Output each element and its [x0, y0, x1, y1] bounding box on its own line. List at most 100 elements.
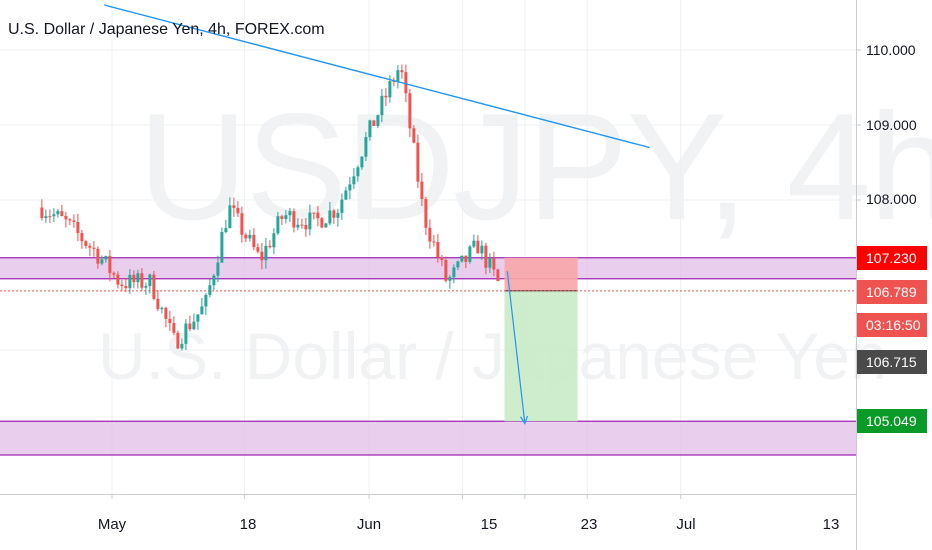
candle-body — [192, 321, 196, 330]
candle-body — [256, 247, 260, 252]
candle-body — [64, 215, 68, 220]
candle-body — [272, 233, 276, 248]
candle-body — [400, 70, 404, 73]
candle-body — [392, 81, 396, 83]
candle-body — [308, 212, 312, 230]
candle-body — [212, 275, 216, 286]
candle-body — [60, 211, 64, 216]
candle-body — [116, 274, 120, 285]
candle-body — [76, 221, 80, 234]
candle-body — [364, 137, 368, 157]
candle-body — [252, 234, 256, 248]
candle-body — [444, 259, 448, 281]
candle-body — [328, 210, 332, 224]
time-axis-label: 15 — [480, 516, 498, 533]
time-axis-label: Jun — [356, 516, 382, 533]
target-zone[interactable] — [0, 421, 856, 455]
candle-body — [52, 214, 56, 217]
candle-body — [80, 233, 84, 242]
candle-body — [396, 70, 400, 82]
candle-body — [164, 307, 168, 319]
candle-body — [172, 323, 176, 333]
candle-body — [136, 273, 140, 283]
projection-arrow[interactable] — [506, 271, 526, 424]
resistance-price-badge: 107.230 — [857, 246, 927, 270]
candle-body — [432, 241, 436, 243]
candle-body — [124, 286, 128, 289]
bar-countdown-badge: 03:16:50 — [857, 313, 927, 337]
candle-body — [152, 274, 156, 299]
candle-body — [44, 216, 48, 218]
candle-body — [108, 256, 112, 274]
candle-body — [204, 294, 208, 307]
price-axis-label: 109.000 — [866, 117, 917, 133]
candle-body — [304, 225, 308, 230]
candle-body — [464, 255, 468, 262]
time-axis-label: May — [97, 516, 127, 533]
candle-body — [224, 228, 228, 233]
candle-body — [104, 256, 108, 260]
candle-body — [356, 167, 360, 177]
price-axis-label: 108.000 — [866, 191, 917, 207]
candle-body — [380, 95, 384, 116]
candle-body — [132, 274, 136, 283]
candle-body — [68, 219, 72, 221]
candle-body — [196, 314, 200, 322]
candle-body — [372, 120, 376, 126]
candle-body — [352, 176, 356, 185]
candle-body — [388, 81, 392, 98]
candle-body — [412, 128, 416, 143]
candle-body — [248, 234, 252, 239]
candle-body — [416, 142, 420, 182]
candle-body — [368, 120, 372, 138]
resistance-zone[interactable] — [0, 257, 856, 279]
candle-body — [240, 213, 244, 235]
candle-body — [276, 216, 280, 234]
projection-arrow-head — [520, 415, 529, 425]
candle-body — [448, 277, 452, 281]
candle-body — [140, 273, 144, 288]
candle-body — [384, 95, 388, 98]
candle-body — [292, 211, 296, 228]
candle-body — [360, 156, 364, 168]
price-axis-label: 110.000 — [866, 42, 916, 58]
candle-body — [296, 224, 300, 228]
candle-body — [468, 246, 472, 262]
candle-body — [476, 240, 480, 254]
candle-body — [436, 241, 440, 258]
candle-body — [420, 181, 424, 200]
candle-body — [376, 115, 380, 126]
candle-body — [56, 211, 60, 215]
time-axis-label: 23 — [580, 516, 598, 533]
candle-body — [128, 274, 132, 289]
time-axis-label: Jul — [676, 516, 696, 533]
candle-body — [456, 261, 460, 268]
trendline[interactable] — [104, 4, 650, 149]
candle-body — [480, 245, 484, 254]
candle-body — [408, 93, 412, 129]
take-profit-area[interactable] — [504, 290, 578, 422]
candle-body — [208, 285, 212, 295]
candle-body — [40, 207, 44, 218]
candle-body — [324, 223, 328, 228]
candle-body — [220, 232, 224, 263]
candle-body — [168, 318, 172, 324]
candle-body — [488, 258, 492, 268]
last-price-badge: 106.789 — [857, 280, 927, 304]
candle-body — [424, 199, 428, 228]
candle-body — [144, 286, 148, 288]
candle-body — [332, 210, 336, 218]
time-axis-label: 18 — [239, 516, 257, 533]
candle-body — [228, 205, 232, 229]
candle-body — [300, 224, 304, 226]
candle-body — [340, 199, 344, 213]
candle-body — [316, 212, 320, 219]
candle-body — [184, 323, 188, 344]
candle-body — [268, 245, 272, 248]
candle-body — [48, 216, 52, 218]
stop-loss-area[interactable] — [504, 257, 578, 291]
candle-body — [84, 241, 88, 246]
candle-body — [92, 247, 96, 249]
